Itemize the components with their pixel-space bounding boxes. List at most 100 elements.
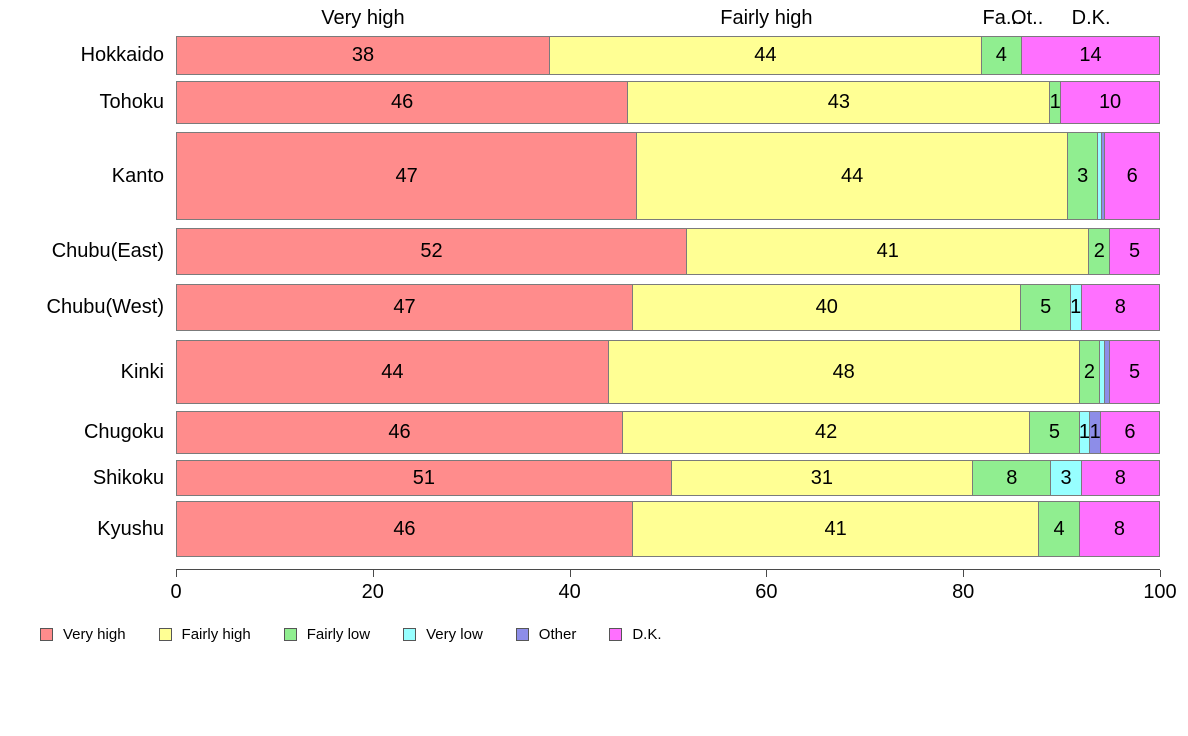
legend-item: D.K.: [609, 626, 662, 643]
bar-segment-d-k-: 8: [1080, 285, 1160, 330]
segment-value: 8: [1113, 517, 1125, 540]
bar-row: Chubu(West) 47 40 5 1 8: [0, 284, 1188, 331]
segment-value: 2: [1083, 360, 1095, 383]
segment-value: 8: [1114, 296, 1126, 318]
segment-value: 40: [815, 296, 838, 318]
segment-value: 44: [754, 44, 777, 66]
segment-value: 10: [1098, 91, 1122, 113]
segment-value: 46: [388, 421, 411, 443]
axis-tick-label: 100: [1143, 581, 1177, 603]
segment-value: 3: [1060, 466, 1072, 489]
segment-value: 44: [841, 164, 864, 187]
segment-value: 6: [1126, 164, 1138, 187]
stacked-bar: 47 44 3 6: [176, 132, 1160, 220]
bar-row: Kyushu 46 41 4 8: [0, 501, 1188, 557]
bar-segment-d-k-: 6: [1099, 412, 1159, 453]
stacked-bar: 46 43 1 10: [176, 81, 1160, 124]
bar-row: Kanto 47 44 3 6: [0, 132, 1188, 220]
segment-value: 48: [832, 360, 855, 383]
axis-tick: [963, 570, 965, 577]
axis-tick-label: 60: [755, 581, 778, 603]
category-label: Chubu(West): [46, 296, 164, 318]
bar-segment-very-high: 44: [177, 341, 608, 403]
legend-label: Very high: [63, 626, 126, 643]
bar-segment-very-high: 47: [177, 285, 633, 330]
bar-segment-d-k-: 5: [1109, 341, 1160, 403]
segment-value: 52: [420, 240, 443, 262]
segment-value: 44: [381, 360, 404, 383]
segment-value: 14: [1079, 44, 1102, 66]
legend-label: Very low: [426, 626, 483, 643]
segment-value: 4: [1053, 517, 1065, 540]
legend-label: D.K.: [632, 626, 662, 643]
bar-segment-fairly-high: 31: [670, 461, 973, 495]
legend-swatch: [283, 628, 297, 641]
bar-segment-other: [1101, 133, 1105, 219]
category-label: Tohoku: [99, 91, 165, 113]
bar-segment-fairly-high: 41: [686, 229, 1089, 274]
category-label: Shikoku: [92, 466, 164, 489]
segment-value: 43: [827, 91, 850, 113]
axis-tick: [176, 570, 177, 577]
x-axis: 0 20 40 60 80 100: [170, 569, 1177, 612]
segment-value: 6: [1124, 421, 1136, 443]
stacked-bar: 44 48 2 5: [176, 340, 1160, 404]
bar-segment-fairly-high: 44: [636, 133, 1068, 219]
bar-segment-fairly-low: 5: [1029, 412, 1079, 453]
bar-segment-d-k-: 14: [1020, 37, 1159, 74]
segment-value: 5: [1040, 296, 1052, 318]
bar-segment-other: 1: [1089, 412, 1101, 453]
bar-segment-very-low: [1097, 133, 1102, 219]
category-label: Kinki: [120, 360, 164, 383]
column-header: D.K.: [1071, 7, 1111, 29]
legend-label: Fairly high: [181, 626, 251, 643]
bar-segment-fairly-high: 42: [621, 412, 1030, 453]
segment-value: 5: [1128, 360, 1141, 383]
bar-row: Chubu(East) 52 41 2 5: [0, 228, 1188, 275]
bar-segment-very-high: 51: [177, 461, 671, 495]
legend-label: Fairly low: [306, 626, 371, 643]
stacked-bar: 46 42 5 1 1 6: [176, 411, 1160, 454]
stacked-bar: 38 44 4 14: [176, 36, 1160, 75]
column-header: Fairly high: [720, 7, 813, 29]
bar-segment-d-k-: 8: [1078, 502, 1159, 556]
stacked-bar: 51 31 8 3 8: [176, 460, 1160, 496]
bar-row: Hokkaido 38 44 4 14: [0, 36, 1188, 75]
bar-segment-fairly-low: 5: [1020, 285, 1070, 330]
segment-value: 2: [1093, 240, 1105, 262]
bar-segment-fairly-high: 44: [549, 37, 981, 74]
bar-segment-very-low: 3: [1050, 461, 1081, 495]
segment-value: 38: [351, 44, 375, 66]
bar-row: Shikoku 51 31 8 3 8: [0, 460, 1188, 496]
axis-tick: [569, 570, 571, 577]
bar-segment-fairly-high: 48: [607, 341, 1079, 403]
axis-tick: [372, 570, 374, 577]
bar-segment-very-high: 46: [177, 82, 628, 123]
stacked-bar: 46 41 4 8: [176, 501, 1160, 557]
bar-row: Tohoku 46 43 1 10: [0, 81, 1188, 124]
bar-segment-fairly-low: 2: [1088, 229, 1110, 274]
bar-segment-very-high: 47: [177, 133, 637, 219]
segment-value: 46: [391, 91, 414, 113]
segment-value: 8: [1006, 466, 1018, 489]
bar-segment-fairly-low: 4: [980, 37, 1021, 74]
bar-segment-fairly-low: 8: [972, 461, 1051, 495]
legend-item: Fairly high: [158, 626, 251, 643]
bar-row: Kinki 44 48 2 5: [0, 340, 1188, 404]
category-label: Chubu(East): [51, 240, 164, 262]
bar-segment-very-high: 52: [177, 229, 687, 274]
bar-segment-very-low: [1099, 341, 1105, 403]
segment-value: 1: [1078, 421, 1091, 443]
bar-segment-very-low: 1: [1069, 285, 1082, 330]
segment-value: 3: [1077, 164, 1089, 187]
bar-segment-d-k-: 10: [1060, 82, 1160, 123]
axis-tick-label: 40: [558, 581, 581, 603]
legend-swatch: [515, 628, 529, 641]
segment-value: 1: [1070, 296, 1082, 318]
legend-item: Other: [515, 626, 576, 643]
category-label: Chugoku: [83, 421, 164, 443]
legend-item: Very low: [403, 626, 483, 643]
segment-value: 1: [1049, 91, 1061, 113]
bar-segment-fairly-high: 43: [627, 82, 1050, 123]
